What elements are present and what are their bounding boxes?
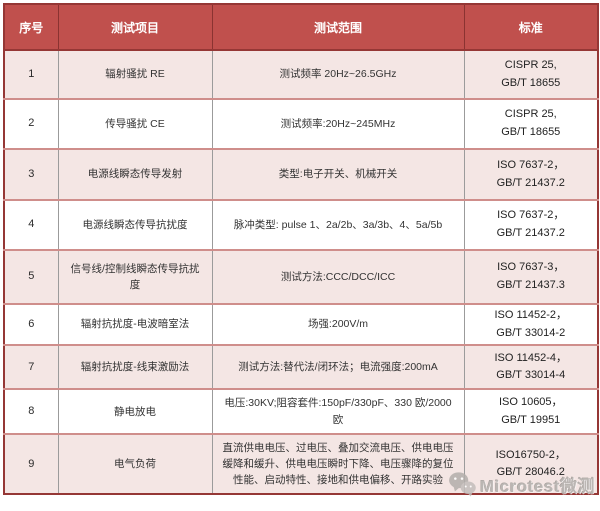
standard-line-1: CISPR 25,: [504, 108, 557, 121]
standard-line-2: GB/T 21437.2: [496, 176, 565, 189]
cell-no: 4: [4, 199, 58, 250]
cell-standard: ISO 7637-2， GB/T 21437.2: [463, 199, 598, 250]
cell-item: 电源线瞬态传导抗扰度: [57, 199, 212, 250]
cell-item: 辐射抗扰度-电波暗室法: [57, 302, 212, 346]
cell-no: 9: [4, 433, 58, 495]
table-row: 8 静电放电 电压:30KV;阻容套件:150pF/330pF、330 欧/20…: [4, 388, 598, 435]
cell-no: 3: [4, 148, 58, 200]
standard-line-2: GB/T 18655: [501, 76, 561, 89]
cell-item: 电气负荷: [57, 433, 212, 495]
cell-range: 场强:200V/m: [211, 302, 464, 346]
cell-item: 电源线瞬态传导发射: [57, 148, 212, 200]
column-header-standard: 标准: [463, 4, 598, 51]
table-row: 6 辐射抗扰度-电波暗室法 场强:200V/m ISO 11452-2， GB/…: [4, 302, 598, 346]
cell-standard: ISO 7637-2， GB/T 21437.2: [463, 148, 598, 200]
standard-line-1: ISO16750-2，: [495, 448, 566, 461]
cell-no: 8: [4, 388, 58, 435]
table-row: 2 传导骚扰 CE 测试频率:20Hz~245MHz CISPR 25, GB/…: [4, 98, 598, 149]
cell-standard: CISPR 25, GB/T 18655: [463, 50, 598, 99]
cell-standard: ISO16750-2， GB/T 28046.2: [463, 433, 598, 495]
column-header-item: 测试项目: [57, 4, 212, 51]
cell-no: 1: [28, 67, 35, 80]
cell-range: 测试频率:20Hz~245MHz: [211, 98, 464, 149]
cell-no: 6: [4, 302, 58, 346]
table-row: 7 辐射抗扰度-线束激励法 测试方法:替代法/闭环法；电流强度:200mA IS…: [4, 344, 598, 390]
cell-range: 直流供电电压、过电压、叠加交流电压、供电电压缓降和缓升、供电电压瞬时下降、电压骤…: [211, 433, 464, 495]
standard-line-1: ISO 10605，: [498, 396, 563, 409]
cell-no: 2: [4, 98, 58, 149]
standard-line-1: CISPR 25,: [504, 58, 557, 71]
standard-line-2: GB/T 33014-4: [496, 369, 566, 382]
cell-range: 脉冲类型: pulse 1、2a/2b、3a/3b、4、5a/5b: [211, 199, 464, 250]
cell-range: 电压:30KV;阻容套件:150pF/330pF、330 欧/2000 欧: [211, 388, 464, 435]
cell-item: 辐射抗扰度-线束激励法: [57, 344, 212, 390]
cell-range: 测试方法:替代法/闭环法；电流强度:200mA: [211, 344, 464, 390]
standard-line-1: ISO 11452-2，: [494, 309, 568, 321]
cell-standard: CISPR 25, GB/T 18655: [463, 98, 598, 149]
standard-line-2: GB/T 21437.2: [496, 227, 565, 239]
cell-range: 测试方法:CCC/DCC/ICC: [211, 249, 464, 304]
table-row: 4 电源线瞬态传导抗扰度 脉冲类型: pulse 1、2a/2b、3a/3b、4…: [4, 199, 598, 250]
test-standards-table: 序号 测试项目 测试范围 标准 1 辐射骚扰 RE 测试频率 20Hz~26.5…: [3, 3, 599, 496]
table-row: 1 辐射骚扰 RE 测试频率 20Hz~26.5GHz CISPR 25, GB…: [4, 50, 598, 99]
cell-item: 信号线/控制线瞬态传导抗扰度: [57, 249, 212, 304]
column-header-range: 测试范围: [211, 4, 464, 51]
table-row: 3 电源线瞬态传导发射 类型:电子开关、机械开关 ISO 7637-2， GB/…: [4, 148, 598, 200]
cell-no: 5: [4, 249, 58, 304]
standard-line-1: ISO 7637-2，: [497, 158, 565, 171]
standard-line-2: GB/T 21437.3: [496, 279, 565, 291]
cell-range: 测试频率 20Hz~26.5GHz: [211, 50, 464, 99]
cell-standard: ISO 11452-4， GB/T 33014-4: [463, 344, 598, 390]
cell-range: 类型:电子开关、机械开关: [211, 148, 464, 200]
standard-line-1: ISO 7637-3，: [497, 261, 565, 274]
table-row: 9 电气负荷 直流供电电压、过电压、叠加交流电压、供电电压缓降和缓升、供电电压瞬…: [4, 433, 598, 495]
standard-line-2: GB/T 28046.2: [496, 466, 565, 479]
standard-line-2: GB/T 18655: [501, 126, 561, 138]
cell-standard: ISO 11452-2， GB/T 33014-2: [463, 302, 598, 346]
cell-no: 7: [4, 344, 58, 390]
standard-line-2: GB/T 33014-2: [496, 326, 566, 339]
table-row: 5 信号线/控制线瞬态传导抗扰度 测试方法:CCC/DCC/ICC ISO 76…: [4, 249, 598, 304]
standard-line-2: GB/T 19951: [501, 413, 561, 426]
cell-item: 静电放电: [57, 388, 212, 435]
standard-line-1: ISO 11452-4，: [494, 351, 568, 364]
cell-standard: ISO 7637-3， GB/T 21437.3: [463, 249, 598, 304]
header-row: 序号 测试项目 测试范围 标准: [4, 4, 598, 51]
column-header-no: 序号: [4, 4, 58, 51]
cell-standard: ISO 10605， GB/T 19951: [463, 388, 598, 435]
cell-item: 传导骚扰 CE: [57, 98, 212, 149]
standard-line-1: ISO 7637-2，: [497, 209, 565, 222]
cell-item: 辐射骚扰 RE: [57, 50, 212, 99]
